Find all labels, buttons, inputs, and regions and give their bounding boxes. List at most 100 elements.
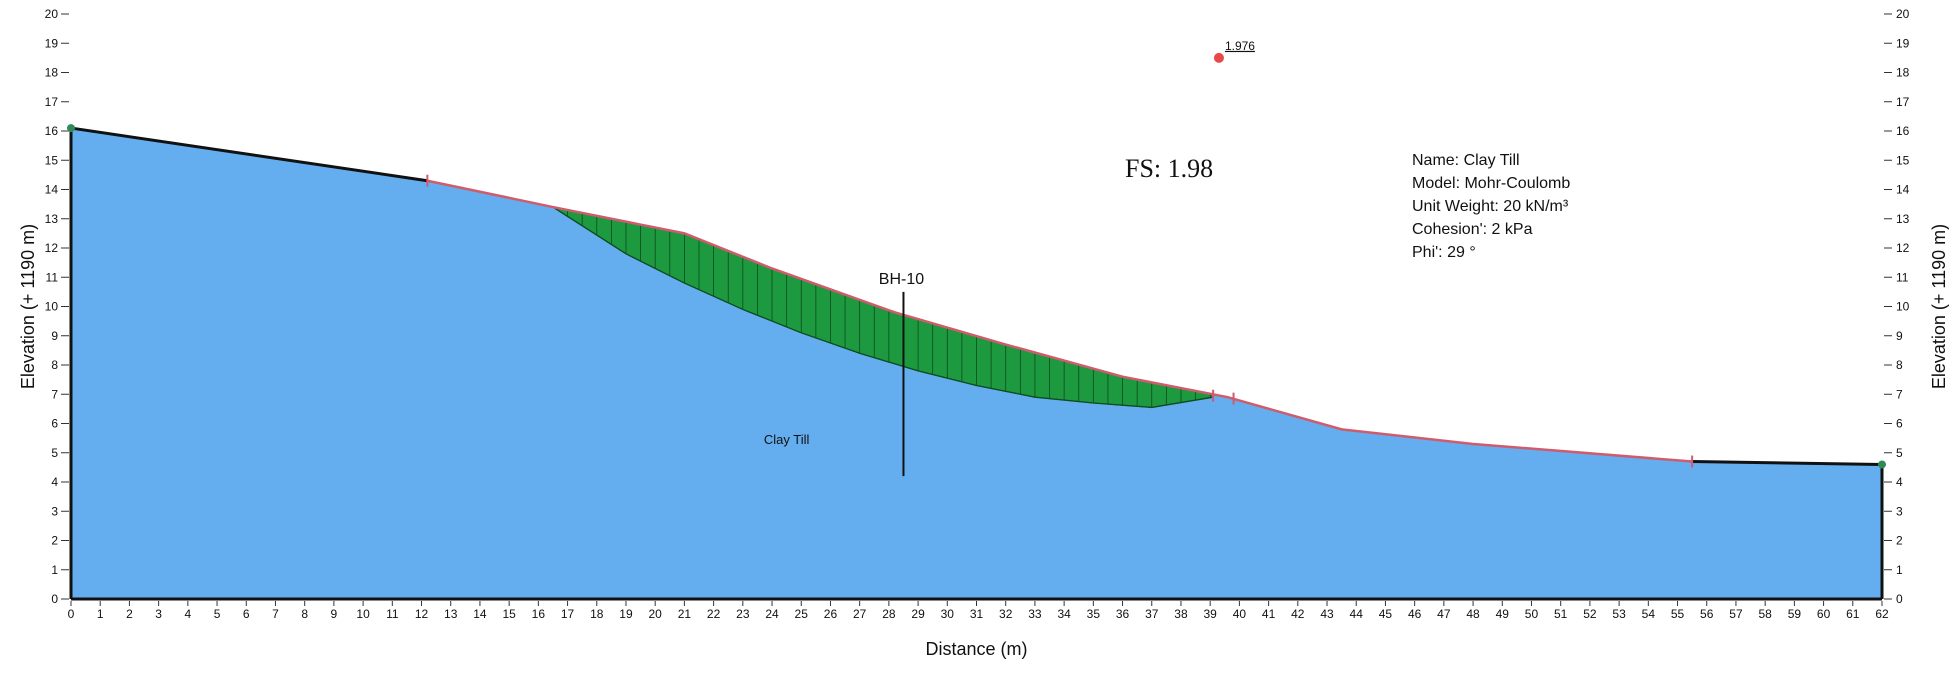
- x-tick-label: 7: [272, 607, 279, 621]
- x-tick-label: 15: [502, 607, 516, 621]
- x-tick-label: 30: [941, 607, 955, 621]
- x-tick-label: 50: [1525, 607, 1539, 621]
- y-tick-label-right: 4: [1896, 475, 1903, 489]
- x-tick-label: 39: [1203, 607, 1217, 621]
- x-tick-label: 57: [1729, 607, 1743, 621]
- y-tick-label-right: 11: [1896, 270, 1909, 284]
- y-tick-label-right: 2: [1896, 534, 1903, 548]
- material-unit-weight: Unit Weight: 20 kN/m³: [1412, 198, 1569, 215]
- x-tick-label: 47: [1437, 607, 1451, 621]
- right-end-point: [1878, 460, 1886, 469]
- x-tick-label: 6: [243, 607, 250, 621]
- x-tick-label: 22: [707, 607, 721, 621]
- y-tick-label-right: 20: [1896, 7, 1910, 21]
- y-tick-label-right: 13: [1896, 212, 1910, 226]
- y-tick-label-right: 10: [1896, 300, 1910, 314]
- y-tick-label-left: 20: [45, 7, 59, 21]
- y-tick-label-right: 6: [1896, 417, 1903, 431]
- x-tick-label: 46: [1408, 607, 1422, 621]
- x-tick-label: 45: [1379, 607, 1393, 621]
- material-model: Model: Mohr-Coulomb: [1412, 175, 1570, 192]
- y-tick-label-left: 2: [51, 534, 58, 548]
- y-tick-label-left: 6: [51, 417, 58, 431]
- y-tick-label-left: 11: [46, 270, 59, 284]
- y-tick-label-left: 14: [45, 183, 59, 197]
- y-tick-label-left: 9: [51, 329, 58, 343]
- x-tick-label: 14: [473, 607, 487, 621]
- x-axis-title: Distance (m): [925, 639, 1027, 659]
- x-tick-label: 54: [1642, 607, 1656, 621]
- slip-search-surface: [427, 179, 1693, 463]
- material-cohesion: Cohesion': 2 kPa: [1412, 221, 1533, 238]
- x-tick-label: 40: [1233, 607, 1247, 621]
- x-tick-label: 12: [415, 607, 429, 621]
- x-tick-label: 49: [1496, 607, 1510, 621]
- x-tick-label: 8: [301, 607, 308, 621]
- y-tick-label-left: 4: [51, 475, 58, 489]
- x-tick-label: 9: [331, 607, 338, 621]
- y-tick-label-right: 14: [1896, 183, 1910, 197]
- y-tick-label-left: 7: [51, 387, 58, 401]
- ground-boundary-lower: [1692, 460, 1883, 466]
- y-tick-label-left: 12: [45, 241, 59, 255]
- x-tick-label: 61: [1846, 607, 1860, 621]
- y-axis-title-left: Elevation (+ 1190 m): [18, 224, 38, 389]
- y-tick-label-left: 8: [51, 358, 58, 372]
- y-tick-label-right: 16: [1896, 124, 1910, 138]
- borehole-label: BH-10: [879, 271, 924, 288]
- x-tick-label: 4: [184, 607, 191, 621]
- y-tick-label-right: 15: [1896, 153, 1910, 167]
- y-tick-label-right: 5: [1896, 446, 1903, 460]
- x-tick-label: 27: [853, 607, 867, 621]
- x-tick-label: 34: [1057, 607, 1071, 621]
- x-tick-label: 10: [356, 607, 370, 621]
- y-tick-label-right: 3: [1896, 504, 1903, 518]
- x-tick-label: 17: [561, 607, 575, 621]
- x-tick-label: 42: [1291, 607, 1305, 621]
- x-tick-label: 36: [1116, 607, 1130, 621]
- y-tick-label-right: 1: [1896, 563, 1903, 577]
- y-axis-title-right: Elevation (+ 1190 m): [1929, 224, 1949, 389]
- x-tick-label: 2: [126, 607, 133, 621]
- material-name: Name: Clay Till: [1412, 152, 1520, 169]
- y-tick-label-left: 3: [51, 504, 58, 518]
- x-tick-label: 55: [1671, 607, 1685, 621]
- y-tick-label-left: 10: [45, 300, 59, 314]
- y-tick-label-left: 1: [51, 563, 58, 577]
- x-tick-label: 26: [824, 607, 838, 621]
- y-tick-label-left: 18: [45, 66, 59, 80]
- ground-boundary-upper: [70, 126, 428, 183]
- x-tick-label: 24: [765, 607, 779, 621]
- x-tick-label: 33: [1028, 607, 1042, 621]
- y-tick-label-right: 17: [1896, 95, 1910, 109]
- x-tick-label: 41: [1262, 607, 1276, 621]
- x-tick-label: 3: [155, 607, 162, 621]
- y-tick-label-left: 0: [51, 592, 58, 606]
- x-tick-label: 21: [678, 607, 692, 621]
- factor-of-safety-label: FS: 1.98: [1125, 154, 1213, 183]
- x-tick-label: 28: [882, 607, 896, 621]
- y-tick-label-left: 17: [45, 95, 59, 109]
- x-tick-label: 23: [736, 607, 750, 621]
- left-end-point: [67, 124, 75, 133]
- x-tick-label: 56: [1700, 607, 1714, 621]
- x-tick-label: 25: [795, 607, 809, 621]
- y-tick-label-left: 5: [51, 446, 58, 460]
- x-tick-label: 58: [1758, 607, 1772, 621]
- y-tick-label-right: 9: [1896, 329, 1903, 343]
- x-tick-label: 59: [1788, 607, 1802, 621]
- x-tick-label: 51: [1554, 607, 1568, 621]
- y-tick-label-left: 19: [45, 36, 59, 50]
- y-tick-label-left: 13: [45, 212, 59, 226]
- y-tick-label-right: 19: [1896, 36, 1910, 50]
- x-tick-label: 0: [68, 607, 75, 621]
- x-tick-label: 20: [649, 607, 663, 621]
- y-tick-label-right: 12: [1896, 241, 1910, 255]
- x-tick-label: 5: [214, 607, 221, 621]
- x-tick-label: 52: [1583, 607, 1597, 621]
- x-tick-label: 19: [619, 607, 633, 621]
- x-tick-label: 32: [999, 607, 1013, 621]
- x-tick-label: 37: [1145, 607, 1159, 621]
